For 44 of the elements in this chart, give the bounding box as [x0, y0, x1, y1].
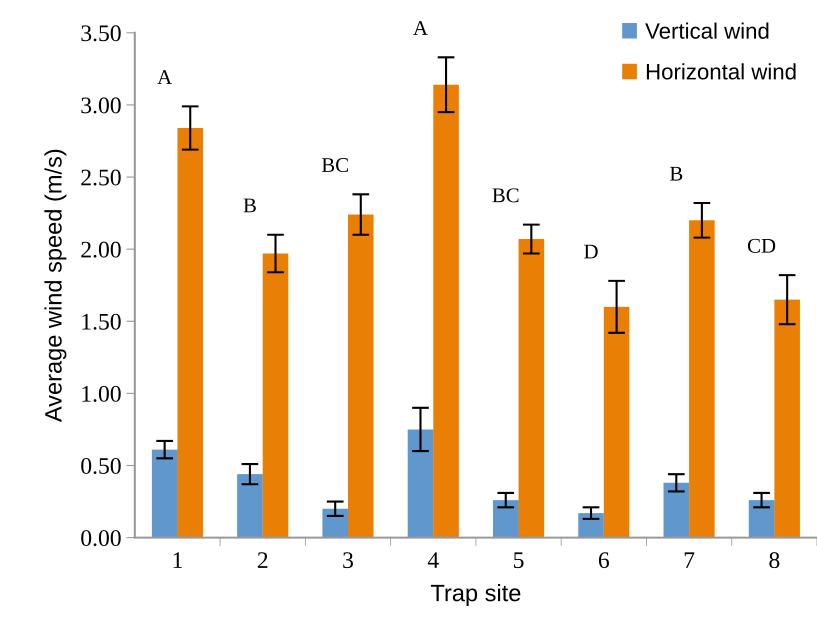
bar — [152, 450, 178, 538]
x-tick-label: 4 — [428, 552, 439, 568]
bar — [322, 508, 348, 538]
x-tick-label: 1 — [174, 552, 182, 568]
bar — [689, 220, 715, 538]
annotation: D — [584, 244, 598, 258]
bar — [177, 128, 204, 538]
y-tick-label: 1.00 — [82, 386, 121, 402]
bar — [237, 474, 263, 538]
legend-label: Vertical wind — [645, 22, 768, 39]
x-tick-label: 3 — [343, 552, 353, 568]
bar — [262, 253, 288, 538]
x-tick-label: 8 — [769, 552, 780, 568]
annotation: A — [157, 70, 172, 84]
x-tick-label: 6 — [598, 552, 610, 568]
annotation: CD — [748, 238, 776, 253]
x-tick-label: 2 — [258, 552, 268, 568]
bar — [492, 500, 519, 538]
annotation: BC — [492, 188, 518, 202]
annotation: B — [244, 198, 256, 212]
bar — [664, 482, 690, 538]
y-tick-label: 2.00 — [81, 242, 121, 258]
bar — [518, 239, 544, 538]
y-tick-label: 3.50 — [81, 25, 121, 42]
bar — [433, 84, 459, 538]
bar — [604, 306, 630, 538]
x-tick-label: 7 — [684, 552, 694, 568]
legend-label: Horizontal wind — [646, 63, 796, 80]
bar — [348, 214, 374, 538]
y-tick-label: 0.00 — [81, 530, 121, 546]
x-tick-label: 5 — [514, 552, 524, 568]
x-axis-title: Trap site — [430, 584, 520, 606]
y-tick-label: 1.50 — [82, 314, 121, 330]
bar — [408, 429, 434, 538]
annotation: B — [670, 166, 682, 181]
y-tick-label: 2.50 — [81, 170, 121, 186]
y-tick-label: 3.00 — [81, 97, 121, 114]
bar — [748, 500, 774, 538]
annotation: A — [413, 21, 428, 35]
bar — [774, 300, 800, 538]
y-axis-title: Average wind speed (m/s) — [44, 150, 66, 422]
bar — [578, 513, 604, 538]
y-tick-label: 0.50 — [81, 458, 121, 474]
annotation: BC — [322, 158, 348, 172]
